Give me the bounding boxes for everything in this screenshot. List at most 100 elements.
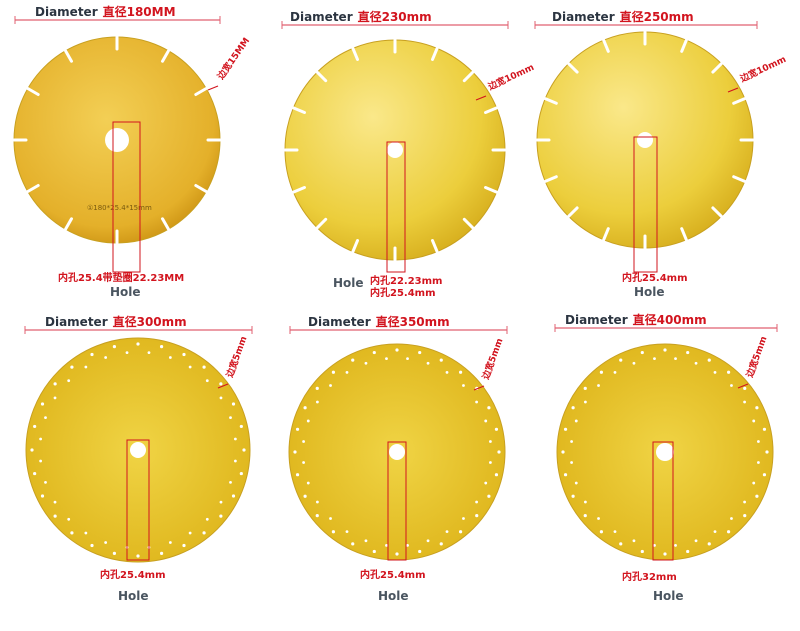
diameter-caption: Diameter 直径400mm xyxy=(565,312,707,327)
diameter-value: 直径230mm xyxy=(358,9,432,24)
rim-slot xyxy=(680,38,688,53)
rim-hole xyxy=(329,384,332,387)
blade-stamp: ①180*25.4*15mm xyxy=(87,204,152,212)
rim-hole xyxy=(84,365,88,369)
rim-hole xyxy=(303,494,307,498)
rim-hole xyxy=(445,371,449,374)
rim-hole xyxy=(306,481,310,485)
rim-hole xyxy=(40,494,45,498)
rim-slot xyxy=(194,184,208,193)
rim-hole xyxy=(182,352,186,357)
rim-hole xyxy=(475,500,478,504)
rim-hole xyxy=(599,370,604,374)
diameter-caption: Diameter 直径250mm xyxy=(552,9,694,24)
rim-hole xyxy=(489,440,492,443)
rim-hole xyxy=(494,427,499,431)
rim-hole xyxy=(159,551,164,555)
blade-card: Diameter 直径230mm边宽10mm内孔22.23mm内孔25.4mmHo… xyxy=(281,9,536,299)
rim-hole xyxy=(316,500,319,504)
rim-hole xyxy=(497,450,501,454)
rim-hole xyxy=(570,461,573,464)
rim-hole xyxy=(364,539,368,543)
hole-label: Hole xyxy=(653,589,684,603)
rim-hole xyxy=(613,530,617,533)
rim-slot xyxy=(732,175,747,183)
hole-label: Hole xyxy=(378,589,409,603)
rim-hole xyxy=(439,358,443,362)
rim-hole xyxy=(762,473,767,477)
rim-hole xyxy=(489,461,492,464)
rim-hole xyxy=(33,424,37,429)
rim-hole xyxy=(231,494,236,498)
rim-hole xyxy=(70,531,74,535)
rim-hole xyxy=(613,371,617,374)
arbor-hole xyxy=(105,128,129,152)
rim-hole xyxy=(104,356,108,359)
rim-hole xyxy=(458,530,463,534)
rim-hole xyxy=(44,480,47,484)
rim-hole xyxy=(104,541,108,544)
rim-hole xyxy=(653,357,656,360)
rim-hole xyxy=(653,544,656,547)
rim-hole xyxy=(574,419,578,423)
rim-hole xyxy=(364,361,368,365)
diameter-value: 直径400mm xyxy=(633,312,707,327)
rim-hole xyxy=(619,358,623,362)
diameter-label: Diameter xyxy=(290,10,353,24)
rim-slot xyxy=(64,217,73,231)
rim-hole xyxy=(755,494,759,498)
blade-card: Diameter 直径180MM①180*25.4*15mm边宽15MM内孔25.… xyxy=(12,4,252,299)
hole-outline xyxy=(387,441,407,561)
rim-hole xyxy=(239,424,243,429)
rim-hole xyxy=(406,544,409,547)
rim-hole xyxy=(229,480,232,484)
rim-hole xyxy=(561,450,565,454)
hole-size: 内孔25.4mm xyxy=(100,568,166,581)
diameter-value: 直径300mm xyxy=(113,314,187,329)
rim-hole xyxy=(757,461,760,464)
rim-slot xyxy=(732,97,747,105)
rim-hole xyxy=(30,448,34,452)
rim-hole xyxy=(406,357,409,360)
rim-hole xyxy=(39,459,43,463)
rim-hole xyxy=(743,386,747,391)
rim-hole xyxy=(752,419,756,423)
rim-hole xyxy=(385,357,388,360)
hole-label: Hole xyxy=(634,285,665,299)
rim-hole xyxy=(233,437,237,441)
hole-outline xyxy=(633,136,658,273)
rim-hole xyxy=(757,440,760,443)
rim-hole xyxy=(125,351,129,355)
rim-hole xyxy=(475,400,478,404)
rim-hole xyxy=(694,539,698,543)
arbor-hole xyxy=(389,444,405,460)
hole-size: 内孔32mm xyxy=(622,570,677,583)
diameter-label: Diameter xyxy=(45,315,108,329)
rim-hole xyxy=(395,348,399,352)
hole-outline xyxy=(112,121,141,273)
rim-hole xyxy=(674,357,677,360)
rim-hole xyxy=(136,554,140,558)
rim-hole xyxy=(233,459,237,463)
rim-hole xyxy=(53,396,57,400)
rim-slot xyxy=(315,217,328,230)
hole-size: 内孔25.4带垫圈22.23MM xyxy=(58,271,184,284)
rim-hole xyxy=(112,345,117,349)
rim-hole xyxy=(205,379,209,383)
rim-hole xyxy=(475,513,479,518)
rim-hole xyxy=(707,542,711,546)
rim-hole xyxy=(316,400,319,404)
rim-hole xyxy=(583,386,587,391)
rim-slot xyxy=(315,70,328,83)
rim-slot xyxy=(291,106,306,114)
rim-hole xyxy=(205,517,209,521)
rim-hole xyxy=(385,544,388,547)
rim-hole xyxy=(462,517,465,520)
rim-hole xyxy=(713,371,717,374)
rim-hole xyxy=(219,500,223,504)
rim-hole xyxy=(494,473,499,477)
rim-slot xyxy=(602,38,610,53)
rim-hole xyxy=(597,517,600,520)
